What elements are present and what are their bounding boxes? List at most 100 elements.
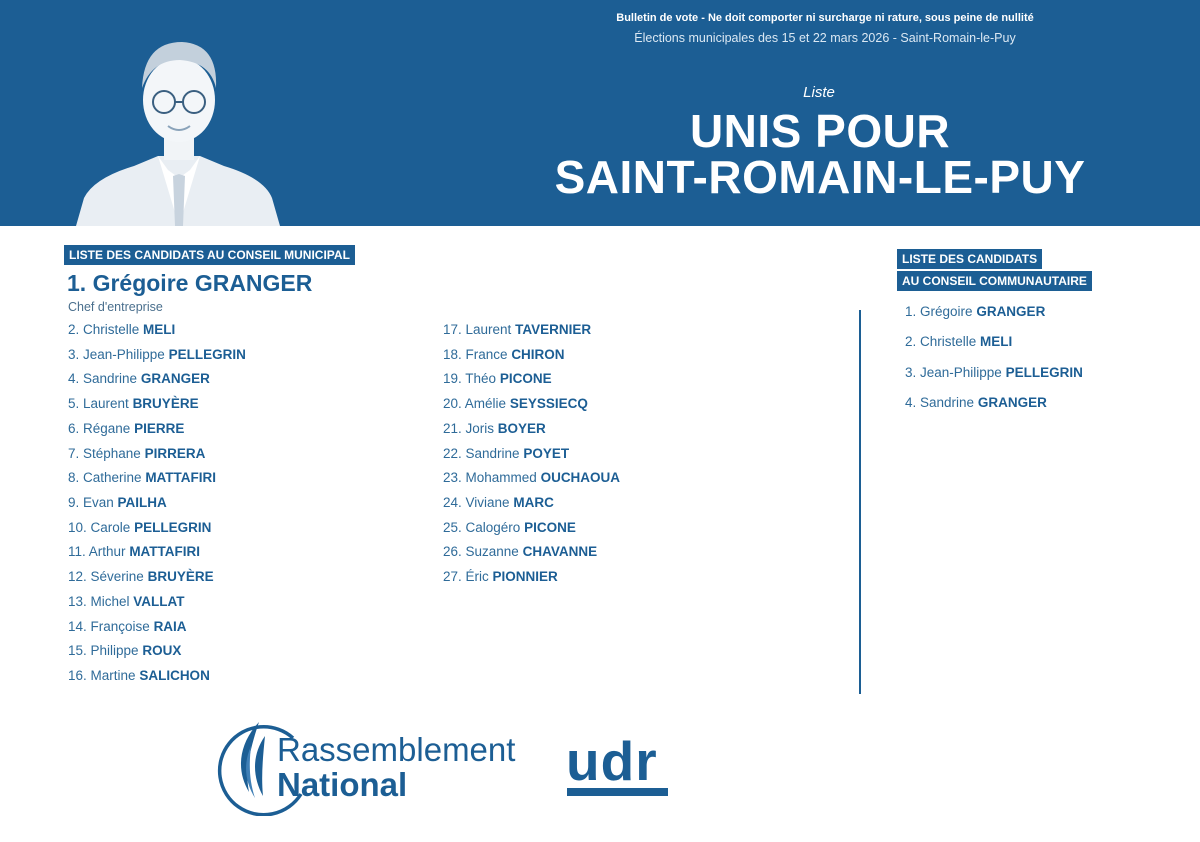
candidate-first-name: 2. Christelle xyxy=(905,334,977,350)
candidate-item: 4. Sandrine GRANGER xyxy=(905,393,1083,423)
candidate-item: 5. Laurent BRUYÈRE xyxy=(68,394,246,419)
candidate-item: 14. Françoise RAIA xyxy=(68,617,246,642)
ballot-notice: Bulletin de vote - Ne doit comporter ni … xyxy=(616,12,1034,24)
candidate-first-name: 9. Evan xyxy=(68,495,114,511)
candidate-first-name: 12. Séverine xyxy=(68,569,144,585)
candidate-last-name: OUCHAOUA xyxy=(540,470,621,486)
candidate-item: 2. Christelle MELI xyxy=(68,320,246,345)
candidate-item: 4. Sandrine GRANGER xyxy=(68,369,246,394)
candidate-first-name: 8. Catherine xyxy=(68,470,142,486)
candidate-item: 6. Régane PIERRE xyxy=(68,419,246,444)
candidate-last-name: BOYER xyxy=(497,420,546,436)
candidate-last-name: MELI xyxy=(143,322,176,337)
candidate-first-name: 17. Laurent xyxy=(443,322,512,337)
head-candidate-name: 1. Grégoire GRANGER xyxy=(67,270,313,296)
candidate-first-name: 20. Amélie xyxy=(443,396,507,412)
candidate-last-name: PIERRE xyxy=(134,420,185,436)
candidate-last-name: GRANGER xyxy=(976,304,1046,319)
candidate-item: 24. Viviane MARC xyxy=(443,493,620,518)
candidate-last-name: CHIRON xyxy=(511,346,565,362)
candidate-last-name: SALICHON xyxy=(139,668,210,684)
candidate-last-name: SEYSSIECQ xyxy=(509,396,588,412)
candidate-last-name: GRANGER xyxy=(140,371,210,387)
candidate-last-name: PELLEGRIN xyxy=(168,346,246,362)
candidate-first-name: 6. Régane xyxy=(68,420,131,436)
candidate-first-name: 26. Suzanne xyxy=(443,544,519,560)
candidate-last-name: POYET xyxy=(523,445,570,461)
candidate-first-name: 4. Sandrine xyxy=(68,371,138,387)
candidate-item: 9. Evan PAILHA xyxy=(68,493,246,518)
udr-logo-underline xyxy=(567,788,668,796)
communautaire-list: 1. Grégoire GRANGER 2. Christelle MELI 3. … xyxy=(905,302,1083,424)
candidate-first-name: 23. Mohammed xyxy=(443,470,537,486)
candidate-item: 3. Jean-Philippe PELLEGRIN xyxy=(68,345,246,370)
udr-logo: udr xyxy=(566,730,658,792)
rn-logo-text-line2: National xyxy=(277,766,408,803)
candidate-item: 20. Amélie SEYSSIECQ xyxy=(443,394,620,419)
candidate-last-name: ROUX xyxy=(142,643,182,659)
candidate-first-name: 2. Christelle xyxy=(68,322,140,337)
communautaire-section-label-2: AU CONSEIL COMMUNAUTAIRE xyxy=(897,271,1092,291)
candidate-item: 27. Éric PIONNIER xyxy=(443,567,620,592)
candidate-item: 8. Catherine MATTAFIRI xyxy=(68,468,246,493)
candidate-first-name: 27. Éric xyxy=(443,569,489,585)
candidate-first-name: 24. Viviane xyxy=(443,495,510,511)
candidate-last-name: RAIA xyxy=(153,618,187,634)
candidate-last-name: GRANGER xyxy=(977,395,1047,411)
candidate-last-name: PIRRERA xyxy=(144,445,206,461)
candidate-first-name: 15. Philippe xyxy=(68,643,139,659)
candidate-item: 1. Grégoire GRANGER xyxy=(905,302,1083,332)
list-title-line2: SAINT-ROMAIN-LE-PUY xyxy=(554,151,1086,203)
candidate-first-name: 5. Laurent xyxy=(68,396,129,412)
candidate-item: 26. Suzanne CHAVANNE xyxy=(443,542,620,567)
candidate-last-name: BRUYÈRE xyxy=(132,396,199,412)
candidate-last-name: MATTAFIRI xyxy=(145,470,217,486)
candidate-first-name: 1. Grégoire xyxy=(905,304,973,319)
list-title-line1: UNIS POUR xyxy=(689,105,951,157)
candidate-item: 18. France CHIRON xyxy=(443,345,620,370)
candidate-item: 17. Laurent TAVERNIER xyxy=(443,320,620,345)
candidate-last-name: MATTAFIRI xyxy=(129,544,201,560)
candidate-first-name: 18. France xyxy=(443,346,508,362)
candidate-first-name: 13. Michel xyxy=(68,593,130,609)
candidate-item: 7. Stéphane PIRRERA xyxy=(68,444,246,469)
candidate-item: 22. Sandrine POYET xyxy=(443,444,620,469)
candidate-last-name: TAVERNIER xyxy=(515,322,592,337)
candidate-last-name: MELI xyxy=(980,334,1013,350)
candidate-item: 19. Théo PICONE xyxy=(443,369,620,394)
candidate-last-name: PAILHA xyxy=(117,495,167,511)
header-banner: Bulletin de vote - Ne doit comporter ni … xyxy=(0,0,1200,226)
candidate-item: 2. Christelle MELI xyxy=(905,332,1083,362)
liste-label: Liste xyxy=(803,84,835,101)
candidate-last-name: PELLEGRIN xyxy=(134,519,212,535)
candidate-item: 25. Calogéro PICONE xyxy=(443,518,620,543)
candidate-last-name: PIONNIER xyxy=(492,569,558,585)
candidate-item: 11. Arthur MATTAFIRI xyxy=(68,542,246,567)
candidate-first-name: 7. Stéphane xyxy=(68,445,141,461)
candidate-last-name: BRUYÈRE xyxy=(147,569,214,585)
candidate-first-name: 11. Arthur xyxy=(68,544,126,560)
candidate-first-name: 21. Joris xyxy=(443,420,495,436)
candidate-portrait xyxy=(72,28,287,226)
candidate-item: 3. Jean-Philippe PELLEGRIN xyxy=(905,363,1083,393)
candidate-item: 21. Joris BOYER xyxy=(443,419,620,444)
candidate-last-name: PICONE xyxy=(524,519,576,535)
candidate-item: 15. Philippe ROUX xyxy=(68,641,246,666)
candidate-last-name: MARC xyxy=(513,495,554,511)
communautaire-section-label-1: LISTE DES CANDIDATS xyxy=(897,249,1043,269)
candidate-item: 13. Michel VALLAT xyxy=(68,592,246,617)
column-divider xyxy=(859,310,861,694)
candidate-first-name: 19. Théo xyxy=(443,371,497,387)
municipal-list-column-2: 17. Laurent TAVERNIER 18. France CHIRON 19… xyxy=(443,320,620,592)
candidate-last-name: CHAVANNE xyxy=(522,544,598,560)
candidate-first-name: 3. Jean-Philippe xyxy=(68,346,165,362)
candidate-first-name: 25. Calogéro xyxy=(443,519,521,535)
candidate-item: 16. Martine SALICHON xyxy=(68,666,246,691)
candidate-first-name: 22. Sandrine xyxy=(443,445,520,461)
candidate-last-name: PICONE xyxy=(499,371,552,387)
candidate-item: 23. Mohammed OUCHAOUA xyxy=(443,468,620,493)
election-line: Élections municipales des 15 et 22 mars … xyxy=(634,31,1016,45)
candidate-item: 12. Séverine BRUYÈRE xyxy=(68,567,246,592)
candidate-last-name: VALLAT xyxy=(133,593,185,609)
municipal-section-label: LISTE DES CANDIDATS AU CONSEIL MUNICIPAL xyxy=(64,245,355,265)
